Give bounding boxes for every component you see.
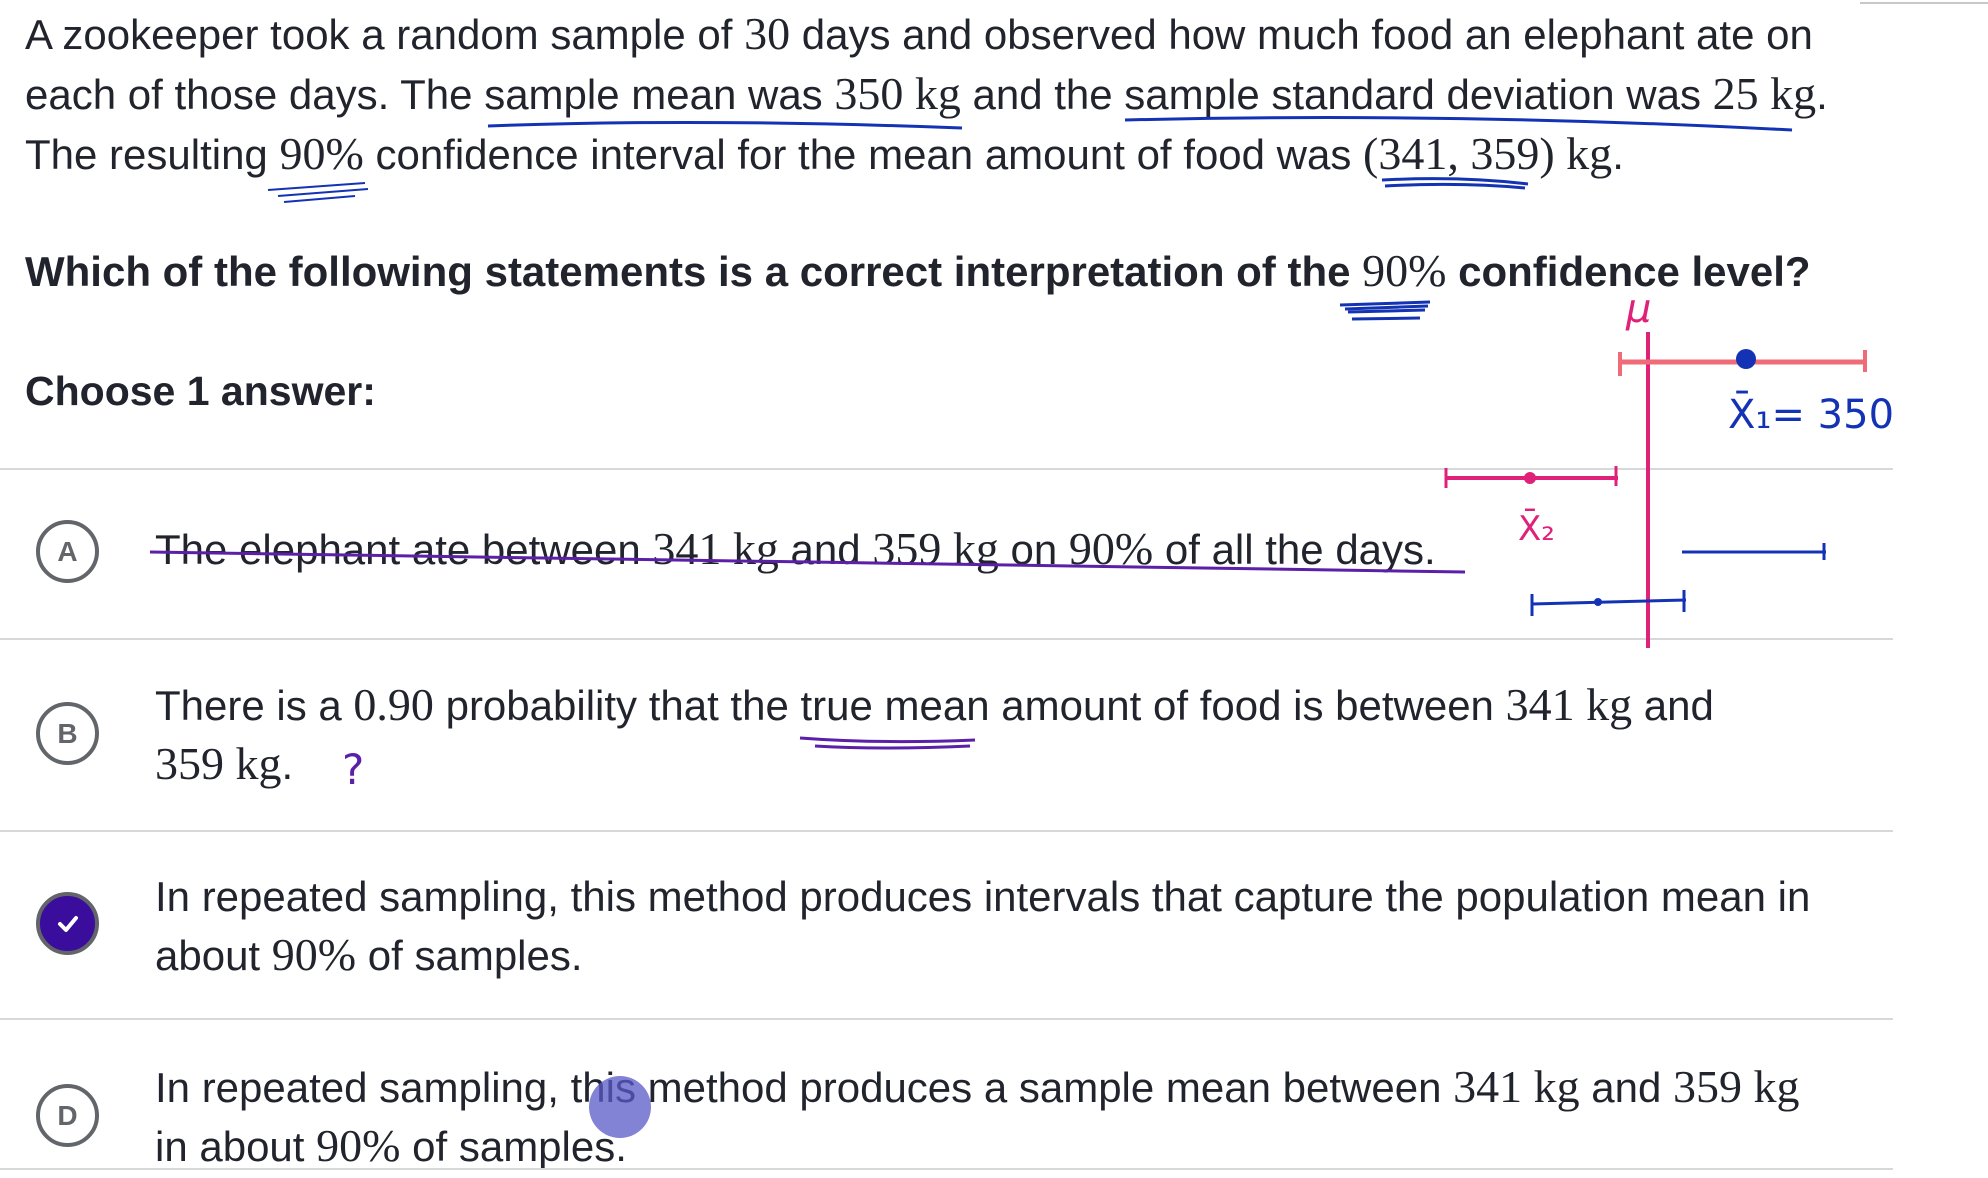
stem-text-6: . bbox=[1612, 131, 1624, 178]
confidence-level-value: 90% bbox=[279, 128, 364, 179]
choice-d-text-3: in about bbox=[155, 1123, 317, 1170]
interval-1-mean-dot bbox=[1736, 349, 1756, 369]
stem-text-2: days and observed how much food an eleph… bbox=[25, 11, 1813, 118]
choice-c-text-2: of samples. bbox=[356, 932, 583, 979]
choice-d-text-2: and bbox=[1579, 1064, 1674, 1111]
choice-b-value-1: 0.90 bbox=[353, 679, 434, 730]
stem-text-1: A zookeeper took a random sample of bbox=[25, 11, 745, 58]
choice-b-value-2: 341 kg bbox=[1505, 679, 1633, 730]
choice-a-text-2: and bbox=[778, 526, 873, 573]
choice-a-text-1: The elephant ate between bbox=[155, 526, 653, 573]
choice-d-value-2: 359 kg bbox=[1673, 1061, 1800, 1112]
choice-b-text-1: There is a bbox=[155, 682, 354, 729]
choice-d-value-3: 90% bbox=[316, 1120, 401, 1171]
choice-b-bubble[interactable]: B bbox=[36, 702, 99, 765]
choice-c-value-1: 90% bbox=[271, 929, 357, 980]
choice-a-value-3: 90% bbox=[1068, 523, 1154, 574]
choice-b-text: There is a 0.90 probability that the tru… bbox=[155, 676, 1855, 794]
interval-value: (341, 359) kg bbox=[1363, 128, 1613, 179]
sample-sd-value: 25 kg bbox=[1712, 68, 1817, 119]
choice-a[interactable]: A The elephant ate between 341 kg and 35… bbox=[0, 470, 1893, 638]
underline-question-90 bbox=[1339, 300, 1431, 321]
divider bbox=[0, 468, 1893, 470]
sample-size-value: 30 bbox=[744, 8, 791, 59]
underline-stem-90 bbox=[267, 182, 369, 203]
divider bbox=[0, 830, 1893, 832]
choice-c[interactable]: In repeated sampling, this method produc… bbox=[0, 832, 1893, 1018]
choice-d-text: In repeated sampling, this method produc… bbox=[155, 1058, 1855, 1176]
question-confidence-value: 90% bbox=[1362, 245, 1447, 296]
choice-c-text: In repeated sampling, this method produc… bbox=[155, 868, 1855, 985]
choice-b-text-3: and bbox=[1632, 682, 1714, 729]
choice-a-text: The elephant ate between 341 kg and 359 … bbox=[155, 520, 1855, 579]
choice-b-value-3: 359 kg bbox=[155, 738, 282, 789]
choice-d-value-1: 341 kg bbox=[1453, 1061, 1580, 1112]
question-prompt: Which of the following statements is a c… bbox=[25, 244, 1811, 297]
choice-a-bubble[interactable]: A bbox=[36, 520, 99, 583]
choice-d[interactable]: D In repeated sampling, this method prod… bbox=[0, 1020, 1893, 1171]
annotation-x1: X̄₁= 350 bbox=[1728, 390, 1894, 438]
divider bbox=[0, 638, 1893, 640]
question-text-1: Which of the following statements is a c… bbox=[25, 248, 1363, 295]
choice-b[interactable]: B There is a 0.90 probability that the t… bbox=[0, 640, 1893, 830]
divider bbox=[0, 1018, 1893, 1020]
choice-b-text-4: . bbox=[281, 741, 294, 788]
choice-d-text-4: of samples. bbox=[400, 1123, 627, 1170]
sample-mean-value: 350 kg bbox=[834, 68, 961, 119]
stem-text-4: . The resulting bbox=[25, 71, 1828, 178]
mouse-cursor bbox=[589, 1076, 651, 1138]
choice-d-bubble[interactable]: D bbox=[36, 1084, 99, 1147]
choice-b-text-2: probability that the true mean amount of… bbox=[433, 682, 1506, 729]
choice-d-text-1: In repeated sampling, this method produc… bbox=[155, 1064, 1454, 1111]
stem-text-5: confidence interval for the mean amount … bbox=[363, 131, 1364, 178]
question-text-2: confidence level? bbox=[1446, 248, 1811, 295]
stem-text-3: and the sample standard deviation was bbox=[960, 71, 1713, 118]
question-stem: A zookeeper took a random sample of 30 d… bbox=[25, 4, 1905, 184]
choice-a-text-4: of all the days. bbox=[1153, 526, 1436, 573]
choice-a-value-1: 341 kg bbox=[652, 523, 779, 574]
choose-label: Choose 1 answer: bbox=[25, 368, 376, 414]
choice-c-bubble-selected[interactable] bbox=[36, 892, 99, 955]
choice-a-value-2: 359 kg bbox=[872, 523, 999, 574]
divider bbox=[0, 1168, 1893, 1170]
top-border-line bbox=[1860, 2, 1988, 4]
check-icon bbox=[57, 915, 78, 932]
choice-c-text-1: In repeated sampling, this method produc… bbox=[155, 873, 1811, 979]
choice-a-text-3: on bbox=[998, 526, 1069, 573]
